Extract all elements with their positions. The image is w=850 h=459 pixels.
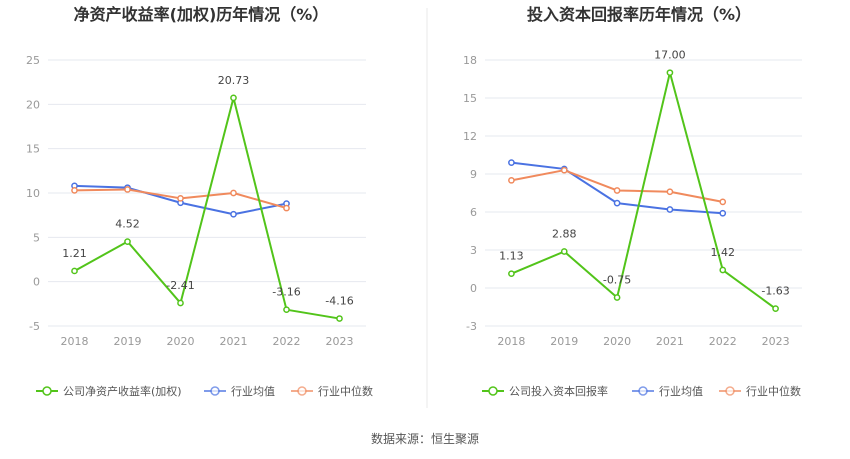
data-point-median bbox=[560, 166, 568, 174]
data-point-median bbox=[124, 186, 131, 193]
x-tick-label: 2019 bbox=[550, 335, 578, 348]
data-label: 2.88 bbox=[552, 228, 577, 241]
y-tick-label: 18 bbox=[463, 54, 477, 67]
y-tick-label: 0 bbox=[470, 282, 477, 295]
legend-item-median[interactable]: 行业中位数 bbox=[291, 384, 373, 398]
data-point-median bbox=[71, 186, 78, 194]
data-label: 1.21 bbox=[62, 247, 87, 260]
data-point-median bbox=[177, 194, 184, 202]
series-line-company bbox=[511, 71, 777, 310]
data-point-median bbox=[230, 189, 237, 197]
x-tick-label: 2018 bbox=[61, 335, 89, 348]
data-point-company bbox=[336, 315, 343, 322]
data-point-company bbox=[283, 306, 290, 314]
legend-item-company[interactable]: 公司净资产收益率(加权) bbox=[36, 384, 182, 398]
y-tick-label: -3 bbox=[466, 320, 477, 333]
legend-item-avg[interactable]: 行业均值 bbox=[632, 385, 703, 398]
legend-item-avg[interactable]: 行业均值 bbox=[204, 385, 275, 398]
data-point-company bbox=[124, 238, 131, 245]
data-label: 20.73 bbox=[218, 74, 250, 87]
chart-panel-roe: 净资产收益率(加权)历年情况（%） -5 0 5 10 15 20 25 2018 2019 202… bbox=[26, 5, 373, 398]
data-point-avg bbox=[613, 199, 621, 207]
y-tick-label: 20 bbox=[26, 98, 40, 111]
data-label: -0.75 bbox=[603, 274, 631, 287]
x-tick-label: 2018 bbox=[497, 335, 525, 348]
data-point-company bbox=[666, 69, 674, 77]
legend-swatch-marker bbox=[42, 386, 52, 396]
chart-panel-roic: 投入资本回报率历年情况（%） -3 0 3 6 9 12 15 18 2018 2019 2020 20… bbox=[463, 5, 802, 398]
y-tick-label: -5 bbox=[29, 320, 40, 333]
x-tick-label: 2023 bbox=[762, 335, 790, 348]
series-line-median bbox=[511, 169, 723, 203]
data-point-company bbox=[719, 266, 727, 274]
legend-label: 行业均值 bbox=[231, 385, 275, 398]
data-point-company bbox=[230, 94, 237, 102]
y-tick-label: 15 bbox=[463, 92, 477, 105]
legend-label: 公司投入资本回报率 bbox=[509, 384, 608, 398]
data-point-avg bbox=[230, 210, 237, 218]
data-point-company bbox=[71, 267, 78, 275]
y-tick-label: 10 bbox=[26, 187, 40, 200]
legend-item-median[interactable]: 行业中位数 bbox=[719, 384, 801, 398]
x-tick-label: 2021 bbox=[656, 335, 684, 348]
data-label: -4.16 bbox=[325, 295, 353, 308]
y-tick-label: 25 bbox=[26, 54, 40, 67]
legend-item-company[interactable]: 公司投入资本回报率 bbox=[482, 384, 608, 398]
data-point-avg bbox=[508, 159, 515, 166]
chart-title: 投入资本回报率历年情况（%） bbox=[527, 5, 751, 24]
data-point-median bbox=[666, 188, 674, 196]
legend-swatch-marker bbox=[638, 386, 648, 396]
data-point-median bbox=[719, 198, 727, 206]
data-point-company bbox=[560, 248, 568, 255]
legend-label: 公司净资产收益率(加权) bbox=[63, 384, 182, 398]
y-tick-label: 0 bbox=[33, 276, 40, 289]
y-tick-label: 6 bbox=[470, 206, 477, 219]
data-label: 17.00 bbox=[654, 49, 686, 62]
data-point-avg bbox=[666, 206, 674, 213]
data-point-company bbox=[772, 305, 779, 312]
data-label: 1.13 bbox=[499, 250, 524, 263]
data-point-company bbox=[613, 294, 621, 301]
x-tick-label: 2021 bbox=[220, 335, 248, 348]
x-tick-label: 2020 bbox=[603, 335, 631, 348]
legend-label: 行业中位数 bbox=[746, 384, 801, 398]
series-line-company bbox=[74, 96, 340, 320]
legend-swatch-marker bbox=[210, 386, 220, 396]
y-tick-label: 5 bbox=[33, 231, 40, 244]
data-label: -1.63 bbox=[761, 285, 789, 298]
data-point-median bbox=[613, 187, 621, 194]
x-tick-label: 2020 bbox=[167, 335, 195, 348]
data-label: 4.52 bbox=[115, 218, 140, 231]
legend-label: 行业中位数 bbox=[318, 384, 373, 398]
chart-title: 净资产收益率(加权)历年情况（%） bbox=[74, 5, 329, 24]
data-point-median bbox=[283, 204, 290, 212]
data-label: -2.41 bbox=[166, 279, 194, 292]
y-tick-label: 12 bbox=[463, 130, 477, 143]
data-label: 1.42 bbox=[711, 246, 736, 259]
data-point-avg bbox=[719, 209, 727, 217]
x-tick-label: 2022 bbox=[273, 335, 301, 348]
y-tick-label: 3 bbox=[470, 244, 477, 257]
data-point-median bbox=[508, 176, 515, 184]
x-tick-label: 2023 bbox=[326, 335, 354, 348]
y-tick-label: 15 bbox=[26, 143, 40, 156]
y-tick-label: 9 bbox=[470, 168, 477, 181]
data-point-company bbox=[508, 270, 515, 278]
legend-swatch-marker bbox=[297, 386, 307, 396]
legend-swatch-marker bbox=[725, 386, 735, 396]
x-tick-label: 2022 bbox=[709, 335, 737, 348]
source-note: 数据来源：恒生聚源 bbox=[371, 431, 479, 446]
legend-label: 行业均值 bbox=[659, 385, 703, 398]
legend-swatch-marker bbox=[488, 386, 498, 396]
data-label: -3.16 bbox=[272, 286, 300, 299]
data-point-company bbox=[177, 299, 184, 307]
x-tick-label: 2019 bbox=[114, 335, 142, 348]
